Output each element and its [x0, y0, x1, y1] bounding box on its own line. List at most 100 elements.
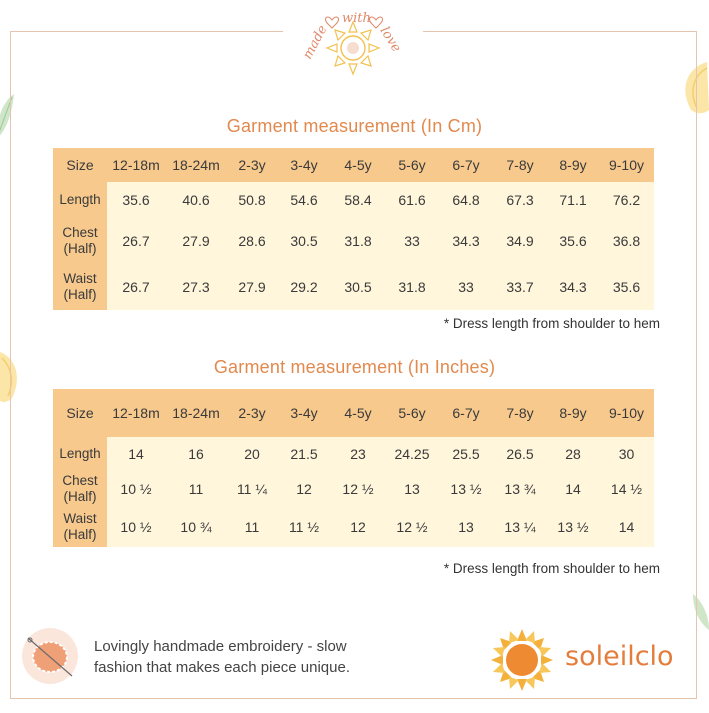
table-cell: 28.6	[227, 218, 277, 264]
table-cell: 13	[439, 507, 493, 547]
table-cell: 30.5	[331, 264, 385, 310]
inches-table-note: * Dress length from shoulder to hem	[443, 561, 660, 576]
table-cell: 33	[385, 218, 439, 264]
table-cell: 34.9	[493, 218, 547, 264]
inches-table-title: Garment measurement (In Inches)	[213, 357, 496, 377]
table-cell: 71.1	[547, 182, 599, 218]
row-label: Waist (Half)	[53, 264, 107, 310]
table-cell: 67.3	[493, 182, 547, 218]
table-cell: 31.8	[331, 218, 385, 264]
table-header-cell: 6-7y	[439, 389, 493, 437]
table-cell: 36.8	[599, 218, 654, 264]
table-header-row: Size 12-18m 18-24m 2-3y 3-4y 4-5y 5-6y 6-7y 7-8y…	[53, 148, 654, 182]
row-label: Length	[53, 182, 107, 218]
table-cell: 11	[165, 471, 227, 507]
table-cell: 34.3	[547, 264, 599, 310]
leaf-icon	[693, 594, 709, 630]
table-cell: 27.9	[165, 218, 227, 264]
table-row: Chest (Half) 10 ½ 11 11 ¼ 12 12 ½ 13 13 ½ 13 ¾ 14 1…	[53, 471, 654, 507]
table-cell: 12	[277, 471, 331, 507]
cm-measurement-table: Size 12-18m 18-24m 2-3y 3-4y 4-5y 5-6y 6-7y 7-8y…	[53, 148, 654, 310]
embroidery-hoop-icon	[22, 628, 78, 684]
table-header-cell: 9-10y	[599, 389, 654, 437]
row-label: Length	[53, 437, 107, 471]
table-header-cell: 18-24m	[165, 148, 227, 182]
row-label-line: Chest	[62, 473, 98, 488]
row-label-line: Waist	[63, 511, 97, 526]
table-cell: 10 ¾	[165, 507, 227, 547]
table-header-cell: 4-5y	[331, 148, 385, 182]
table-header-cell: 7-8y	[493, 148, 547, 182]
row-label: Chest (Half)	[53, 471, 107, 507]
table-cell: 26.7	[107, 218, 165, 264]
sun-icon	[491, 629, 553, 691]
row-label-line: (Half)	[63, 287, 97, 302]
table-cell: 23	[331, 437, 385, 471]
table-row: Waist (Half) 26.7 27.3 27.9 29.2 30.5 31.8 33 33.…	[53, 264, 654, 310]
table-cell: 25.5	[439, 437, 493, 471]
row-label-line: Length	[59, 446, 101, 461]
table-cell: 11 ¼	[227, 471, 277, 507]
table-header-row: Size 12-18m 18-24m 2-3y 3-4y 4-5y 5-6y 6-7y 7-8y…	[53, 389, 654, 437]
table-cell: 54.6	[277, 182, 331, 218]
table-header-cell: 12-18m	[107, 148, 165, 182]
table-cell: 11 ½	[277, 507, 331, 547]
table-header-cell: 7-8y	[493, 389, 547, 437]
table-header-cell: 12-18m	[107, 389, 165, 437]
table-cell: 21.5	[277, 437, 331, 471]
lemon-icon	[685, 62, 709, 114]
badge-text-left: made	[300, 23, 330, 62]
table-header-cell: 3-4y	[277, 389, 331, 437]
table-row: Waist (Half) 10 ½ 10 ¾ 11 11 ½ 12 12 ½ 13 13 ¼ 13 …	[53, 507, 654, 547]
table-row: Length 35.6 40.6 50.8 54.6 58.4 61.6 64.8 67.3 71…	[53, 182, 654, 218]
footer-line-1: Lovingly handmade embroidery - slow	[94, 638, 347, 655]
table-header-cell: Size	[53, 389, 107, 437]
table-cell: 61.6	[385, 182, 439, 218]
row-label-line: Length	[59, 192, 101, 207]
table-cell: 14 ½	[599, 471, 654, 507]
table-cell: 12	[331, 507, 385, 547]
table-header-cell: 8-9y	[547, 389, 599, 437]
table-cell: 12 ½	[331, 471, 385, 507]
row-label-line: (Half)	[63, 527, 97, 542]
table-cell: 13 ½	[547, 507, 599, 547]
sun-icon	[325, 20, 381, 76]
footer-line-2: fashion that makes each piece unique.	[94, 659, 351, 676]
table-cell: 30	[599, 437, 654, 471]
table-cell: 13 ¼	[493, 507, 547, 547]
badge-text-right: love	[377, 24, 404, 55]
table-header-cell: 5-6y	[385, 389, 439, 437]
table-cell: 28	[547, 437, 599, 471]
table-row: Length 14 16 20 21.5 23 24.25 25.5 26.5 28 30	[53, 437, 654, 471]
table-cell: 12 ½	[385, 507, 439, 547]
footer-text: Lovingly handmade embroidery - slow fash…	[94, 636, 350, 678]
made-with-love-badge: made with love	[300, 11, 404, 76]
table-header-cell: 9-10y	[599, 148, 654, 182]
table-cell: 13	[385, 471, 439, 507]
table-cell: 14	[599, 507, 654, 547]
table-cell: 10 ½	[107, 507, 165, 547]
table-header-cell: 8-9y	[547, 148, 599, 182]
table-cell: 14	[107, 437, 165, 471]
table-cell: 35.6	[599, 264, 654, 310]
row-label-line: Chest	[62, 225, 98, 240]
table-header-cell: 3-4y	[277, 148, 331, 182]
brand-logo-text: soleilclo	[565, 641, 674, 672]
cm-table-note: * Dress length from shoulder to hem	[443, 316, 660, 331]
table-cell: 30.5	[277, 218, 331, 264]
badge-text-middle: with	[342, 11, 371, 26]
table-cell: 31.8	[385, 264, 439, 310]
row-label-line: (Half)	[63, 241, 97, 256]
table-header-cell: 4-5y	[331, 389, 385, 437]
table-header-cell: Size	[53, 148, 107, 182]
table-cell: 64.8	[439, 182, 493, 218]
table-cell: 58.4	[331, 182, 385, 218]
inches-measurement-table: Size 12-18m 18-24m 2-3y 3-4y 4-5y 5-6y 6-7y 7-8y…	[53, 389, 654, 547]
table-cell: 35.6	[107, 182, 165, 218]
table-cell: 33.7	[493, 264, 547, 310]
cm-table-title: Garment measurement (In Cm)	[226, 116, 483, 136]
table-cell: 20	[227, 437, 277, 471]
table-cell: 11	[227, 507, 277, 547]
table-cell: 27.9	[227, 264, 277, 310]
table-header-cell: 2-3y	[227, 389, 277, 437]
